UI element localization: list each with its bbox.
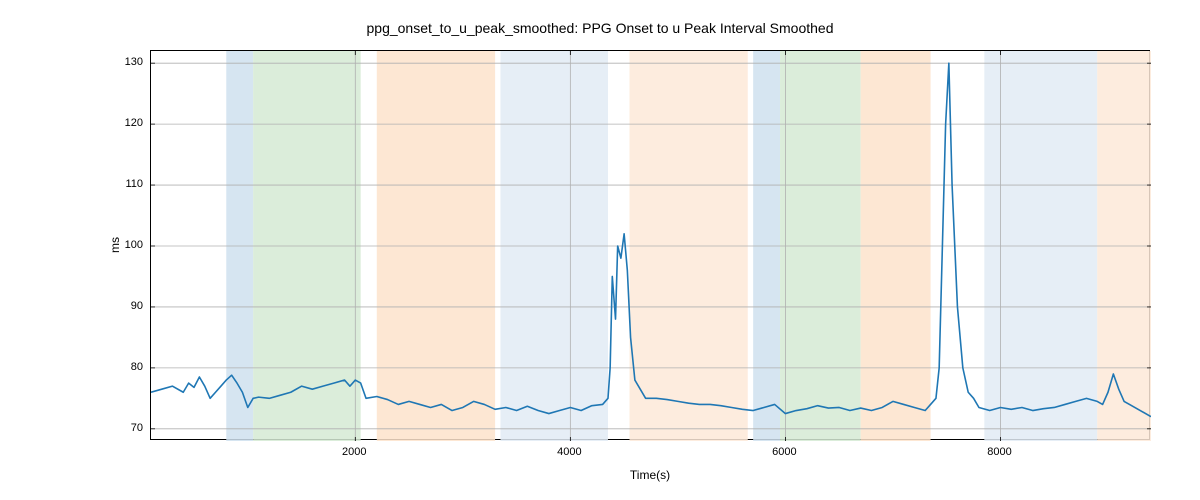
chart-figure: ppg_onset_to_u_peak_smoothed: PPG Onset … bbox=[0, 0, 1200, 500]
xtick-label: 8000 bbox=[987, 446, 1011, 458]
ytick-label: 100 bbox=[115, 239, 143, 251]
ytick-label: 90 bbox=[115, 300, 143, 312]
ytick-label: 80 bbox=[115, 361, 143, 373]
xtick-label: 2000 bbox=[342, 446, 366, 458]
xtick-label: 4000 bbox=[557, 446, 581, 458]
plot-svg bbox=[151, 51, 1151, 441]
x-axis-label: Time(s) bbox=[150, 468, 1150, 482]
chart-title: ppg_onset_to_u_peak_smoothed: PPG Onset … bbox=[0, 20, 1200, 36]
ytick-label: 110 bbox=[115, 178, 143, 190]
ytick-label: 130 bbox=[115, 56, 143, 68]
ytick-label: 70 bbox=[115, 422, 143, 434]
xtick-label: 6000 bbox=[772, 446, 796, 458]
plot-area bbox=[150, 50, 1150, 440]
ytick-label: 120 bbox=[115, 117, 143, 129]
